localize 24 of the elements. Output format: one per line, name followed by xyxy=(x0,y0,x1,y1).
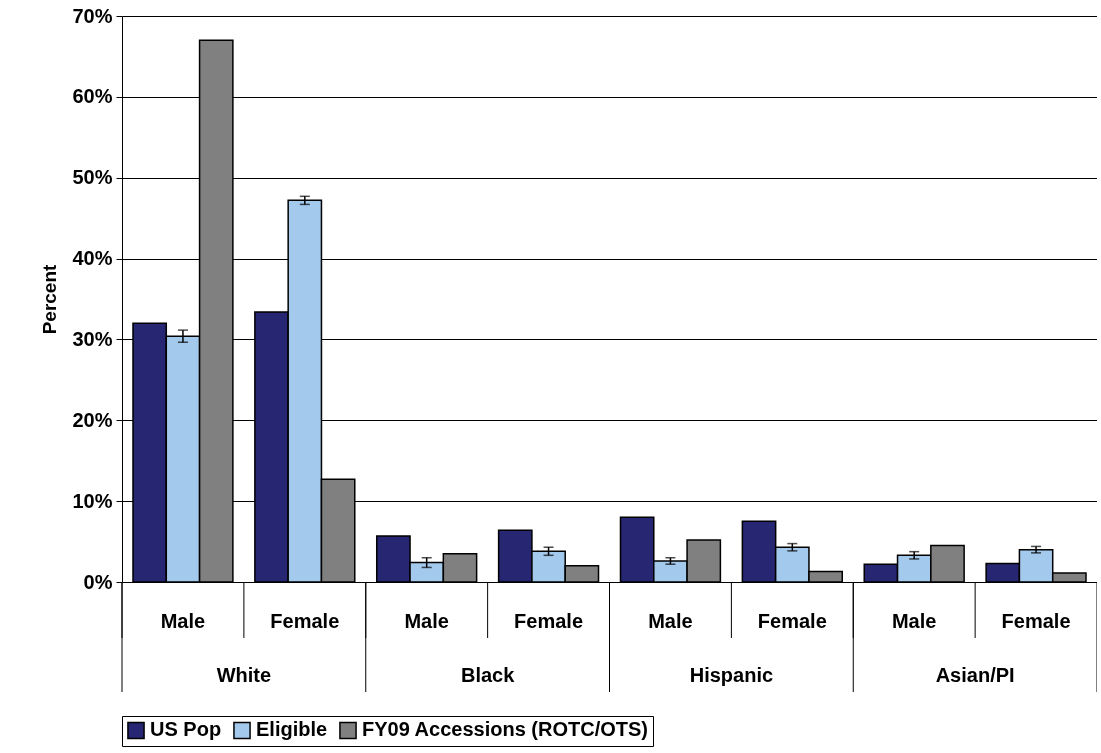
legend-label: Eligible xyxy=(256,718,328,741)
y-tick-label: 0% xyxy=(83,570,113,593)
y-tick-label: 50% xyxy=(72,166,113,189)
y-tick-label: 20% xyxy=(72,408,113,431)
legend-label: FY09 Accessions (ROTC/OTS) xyxy=(362,718,648,741)
x-tick-label: Male xyxy=(891,609,937,632)
y-axis-title: Percent xyxy=(39,263,61,335)
y-tick-label: 70% xyxy=(72,4,113,27)
y-tick-label: 30% xyxy=(72,327,113,350)
y-tick-label: 60% xyxy=(72,85,113,108)
text: Black xyxy=(460,664,516,686)
x-tick-label: Female xyxy=(1001,609,1071,632)
y-tick-label: 10% xyxy=(72,489,113,512)
x-tick-label: Male xyxy=(648,609,693,632)
text: Asian/PI xyxy=(935,664,1015,686)
x-tick-label: Female xyxy=(514,609,584,632)
text: Hispanic xyxy=(689,664,774,686)
x-tick-label: Male xyxy=(404,609,449,632)
x-tick-label: Female xyxy=(757,609,827,632)
y-tick-label: 40% xyxy=(72,247,113,270)
text: White xyxy=(216,664,272,686)
x-tick-label: Female xyxy=(270,609,340,632)
legend-label: US Pop xyxy=(150,718,222,741)
x-tick-label: Male xyxy=(160,609,206,632)
